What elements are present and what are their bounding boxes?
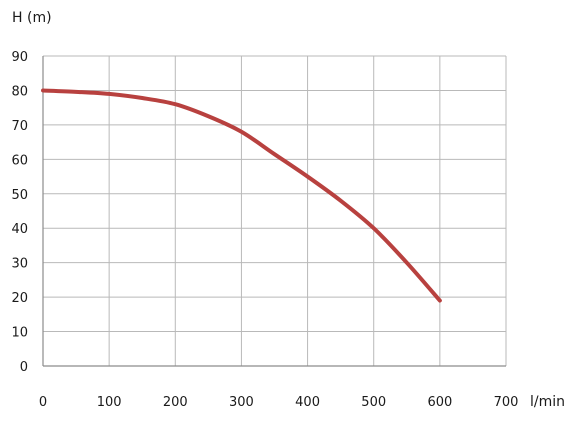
x-tick-label: 200 xyxy=(163,395,188,410)
y-tick-label: 10 xyxy=(11,326,28,341)
series-line-0 xyxy=(41,88,442,303)
x-tick-label: 600 xyxy=(427,395,452,410)
x-tick-label: 0 xyxy=(39,395,47,410)
y-tick-label: 50 xyxy=(11,188,28,203)
data-series xyxy=(41,88,442,303)
tick-labels: 0 100 200 300 400 500 600 700 0 10 20 30 40 50 60 70 80 9… xyxy=(11,50,518,410)
x-axis-label: l/min xyxy=(530,394,565,410)
y-tick-label: 70 xyxy=(11,119,28,134)
y-axis-label: H (m) xyxy=(12,10,52,26)
x-tick-label: 300 xyxy=(229,395,254,410)
x-tick-label: 400 xyxy=(295,395,320,410)
x-tick-label: 700 xyxy=(494,395,519,410)
y-tick-label: 60 xyxy=(11,153,28,168)
chart-grid xyxy=(43,55,507,366)
y-tick-label: 40 xyxy=(11,222,28,237)
y-tick-label: 80 xyxy=(11,84,28,99)
chart-axes xyxy=(42,56,506,367)
y-tick-label: 20 xyxy=(11,291,28,306)
x-tick-label: 500 xyxy=(361,395,386,410)
y-tick-label: 90 xyxy=(11,50,28,65)
x-tick-label: 100 xyxy=(97,395,122,410)
y-tick-label: 0 xyxy=(20,360,28,375)
y-tick-label: 30 xyxy=(11,257,28,272)
